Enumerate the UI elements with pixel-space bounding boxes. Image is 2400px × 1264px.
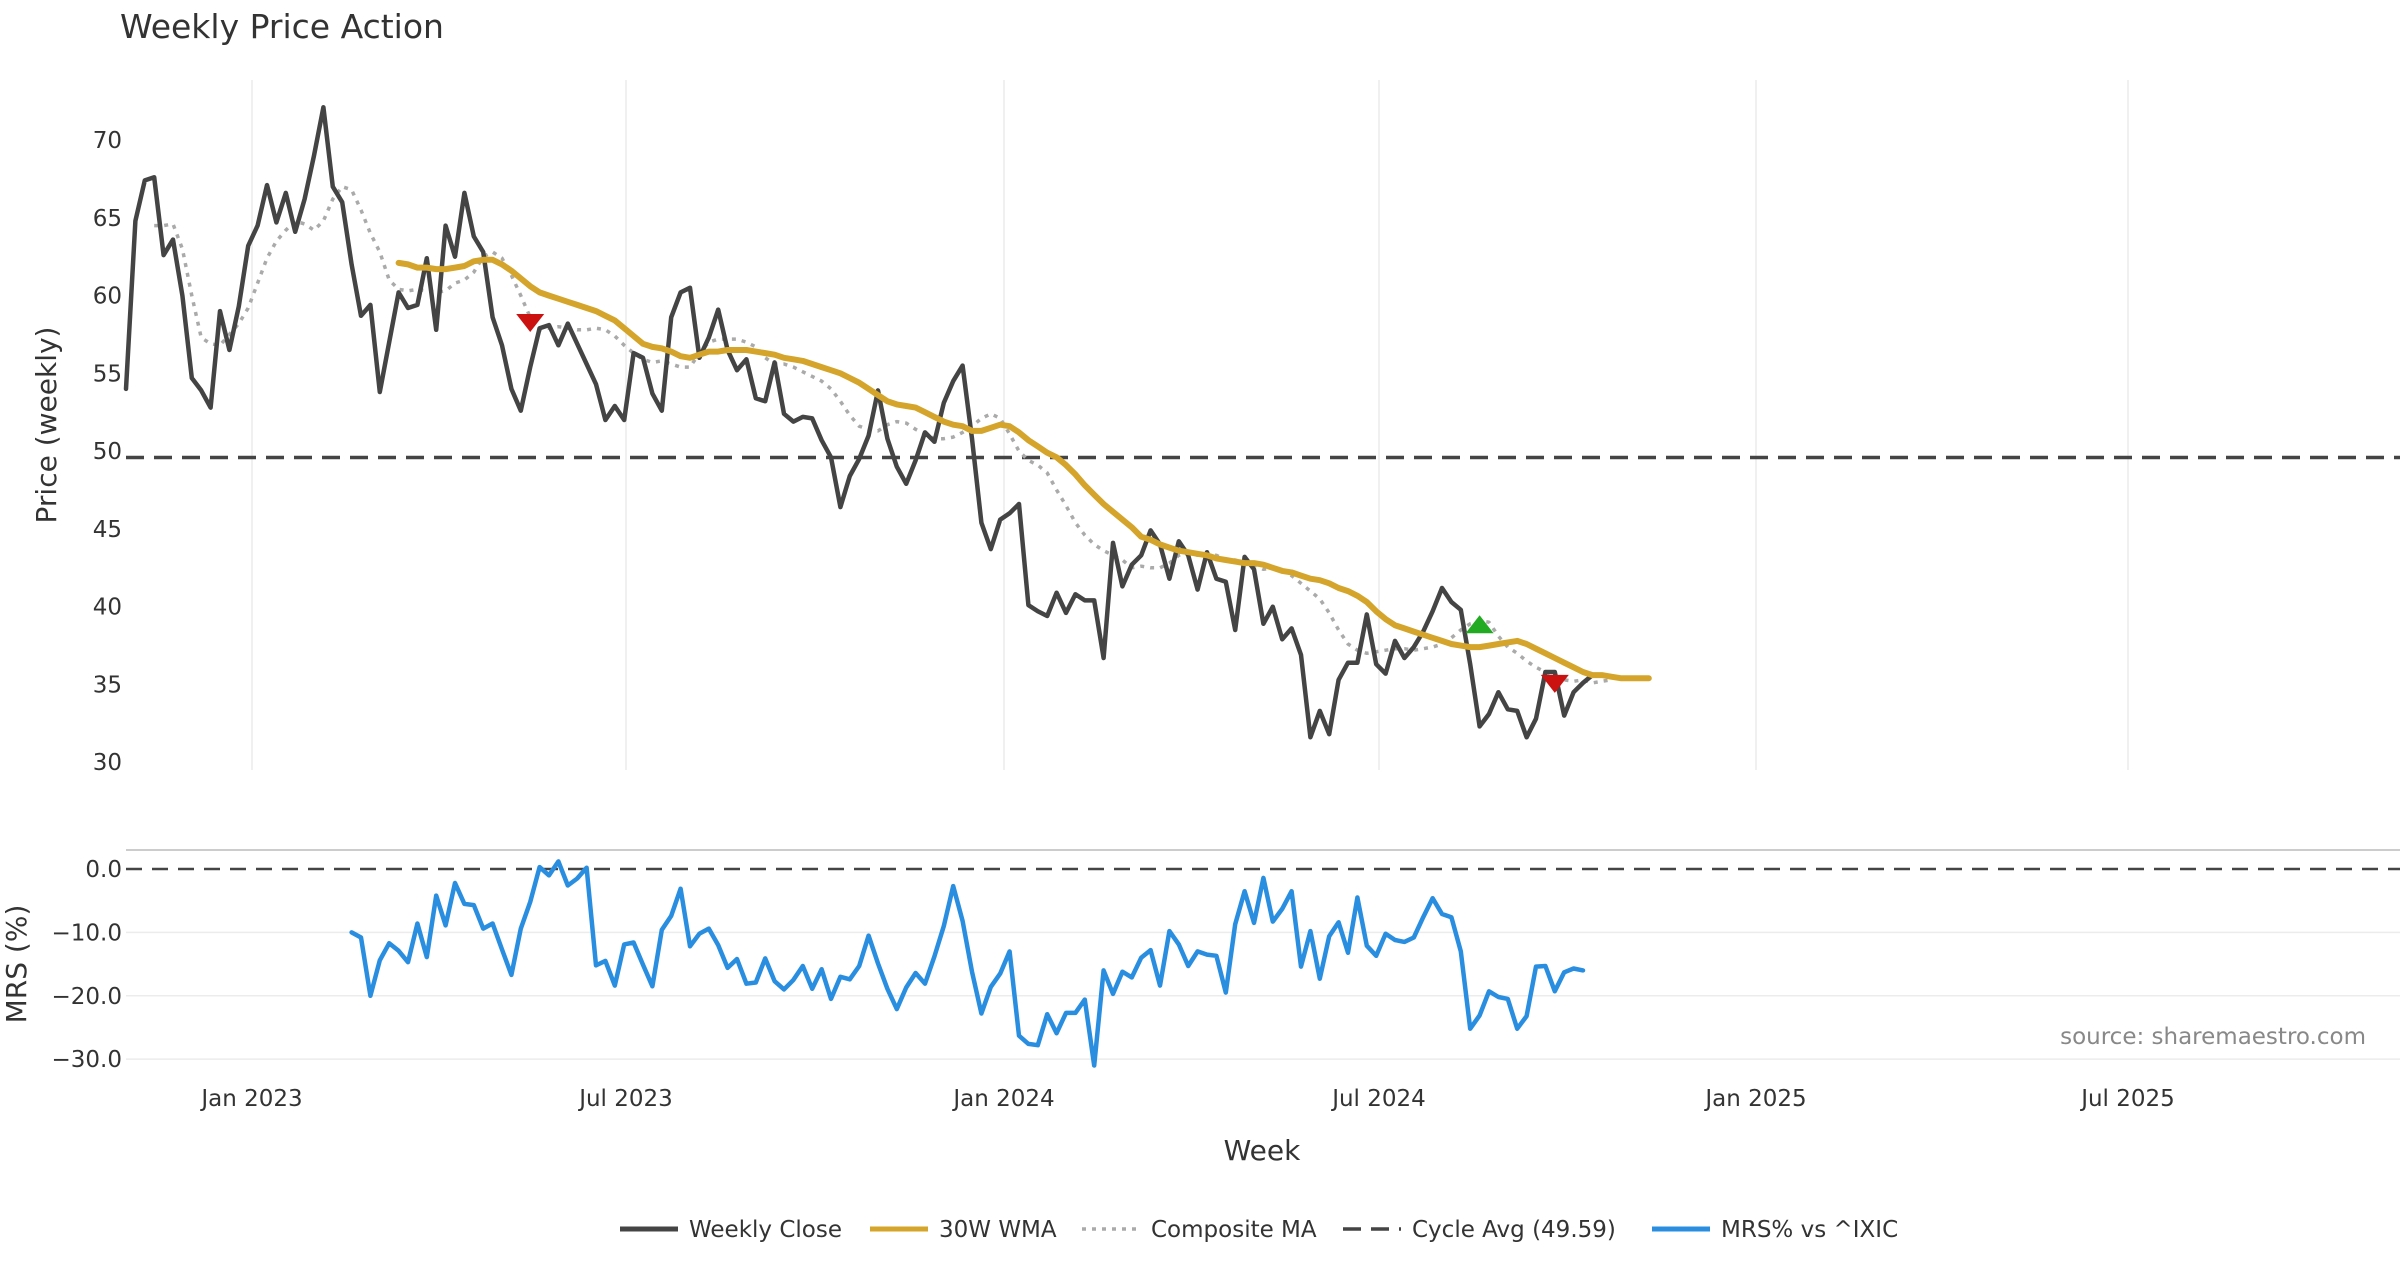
price-y-axis-label: Price (weekly) xyxy=(30,327,63,524)
legend-label: Weekly Close xyxy=(689,1217,842,1243)
x-tick: Jul 2025 xyxy=(2079,1086,2175,1112)
x-tick: Jul 2024 xyxy=(1330,1086,1426,1112)
price-y-tick: 60 xyxy=(93,284,122,310)
legend-item: Cycle Avg (49.59) xyxy=(1343,1217,1616,1243)
mrs-y-ticks: 0.0 −10.0 −20.0 −30.0 xyxy=(52,857,122,1073)
legend-label: Cycle Avg (49.59) xyxy=(1412,1217,1616,1243)
x-axis-ticks: Jan 2023 Jul 2023 Jan 2024 Jul 2024 Jan 2025… xyxy=(199,1086,2174,1112)
price-series-group xyxy=(123,105,2400,740)
legend-label: 30W WMA xyxy=(939,1217,1057,1243)
series-mrs-vs-ixic xyxy=(349,859,1586,1068)
x-tick: Jan 2024 xyxy=(951,1086,1054,1112)
price-y-tick: 35 xyxy=(93,672,122,698)
legend-item: Weekly Close xyxy=(620,1217,842,1243)
series-weekly-close xyxy=(123,105,1595,740)
legend-label: Composite MA xyxy=(1151,1217,1317,1243)
legend-label: MRS% vs ^IXIC xyxy=(1721,1217,1898,1243)
mrs-panel-grid xyxy=(126,931,2400,1060)
buy-signal-marker xyxy=(1465,615,1494,634)
price-y-tick: 55 xyxy=(93,361,122,387)
series-30w-wma xyxy=(395,256,1652,682)
mrs-y-tick: −30.0 xyxy=(52,1047,122,1073)
sell-signal-marker xyxy=(1540,674,1569,693)
price-y-tick: 30 xyxy=(93,750,122,776)
mrs-y-tick: 0.0 xyxy=(85,857,122,883)
price-y-ticks: 30 35 40 45 50 55 60 65 70 xyxy=(93,128,122,776)
x-tick: Jul 2023 xyxy=(577,1086,673,1112)
legend: Weekly Close 30W WMA Composite MA Cycle Avg… xyxy=(620,1217,1898,1243)
x-axis-label: Week xyxy=(1224,1134,1301,1167)
price-y-tick: 40 xyxy=(93,595,122,621)
price-y-tick: 45 xyxy=(93,517,122,543)
mrs-series-group xyxy=(126,859,2400,1068)
mrs-y-axis-label: MRS (%) xyxy=(0,905,33,1024)
legend-item: MRS% vs ^IXIC xyxy=(1652,1217,1898,1243)
legend-item: Composite MA xyxy=(1082,1217,1317,1243)
price-y-tick: 70 xyxy=(93,128,122,154)
signal-markers xyxy=(516,314,1569,693)
mrs-y-tick: −20.0 xyxy=(52,984,122,1010)
x-tick: Jan 2023 xyxy=(199,1086,302,1112)
mrs-y-tick: −10.0 xyxy=(52,920,122,946)
legend-item: 30W WMA xyxy=(870,1217,1057,1243)
source-note: source: sharemaestro.com xyxy=(2060,1024,2366,1050)
price-panel-grid xyxy=(251,80,2129,770)
sell-signal-marker xyxy=(516,314,545,332)
x-tick: Jan 2025 xyxy=(1703,1086,1806,1112)
price-y-tick: 50 xyxy=(93,439,122,465)
series-composite-ma xyxy=(154,184,1612,685)
price-y-tick: 65 xyxy=(93,206,122,232)
chart-title: Weekly Price Action xyxy=(120,7,444,46)
